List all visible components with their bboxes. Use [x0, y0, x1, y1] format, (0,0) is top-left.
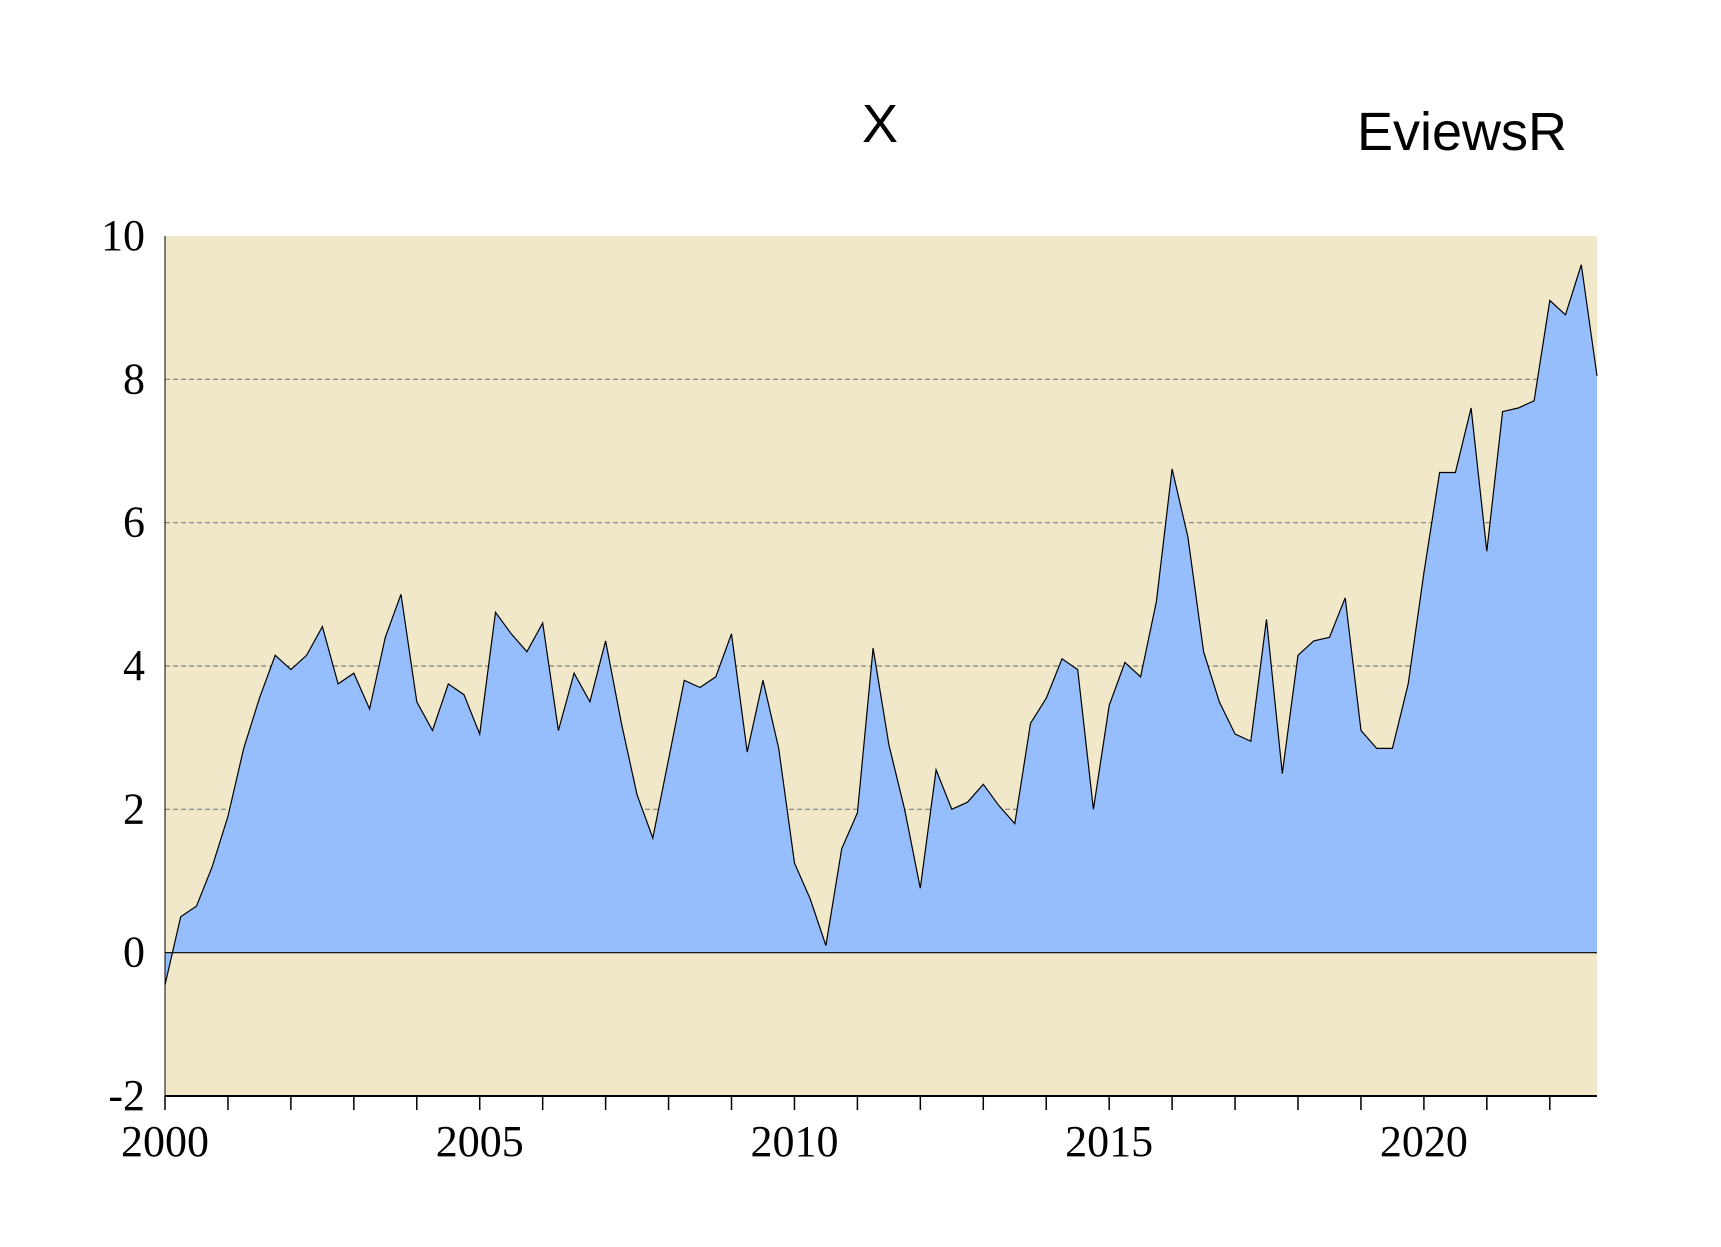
x-tick-label: 2000: [121, 1117, 209, 1166]
y-tick-label: 4: [123, 641, 145, 690]
watermark-label: EviewsR: [1357, 102, 1567, 162]
x-tick-label: 2020: [1380, 1117, 1468, 1166]
y-tick-label: 2: [123, 784, 145, 833]
x-tick-label: 2005: [436, 1117, 524, 1166]
y-tick-label: 8: [123, 354, 145, 403]
y-tick-label: -2: [108, 1071, 145, 1120]
area-fill: [165, 264, 1597, 985]
y-tick-label: 0: [123, 928, 145, 977]
y-tick-label: 6: [123, 498, 145, 547]
chart-title: X: [862, 94, 898, 154]
x-tick-label: 2015: [1065, 1117, 1153, 1166]
x-tick-labels: 2000 2005 2010 2015 2020: [121, 1117, 1468, 1166]
x-tick-label: 2010: [750, 1117, 838, 1166]
y-tick-labels: -2 0 2 4 6 8 10: [101, 211, 145, 1120]
y-tick-label: 10: [101, 211, 145, 260]
series-line: [164, 264, 1598, 986]
x-ticks: [164, 1096, 1551, 1110]
